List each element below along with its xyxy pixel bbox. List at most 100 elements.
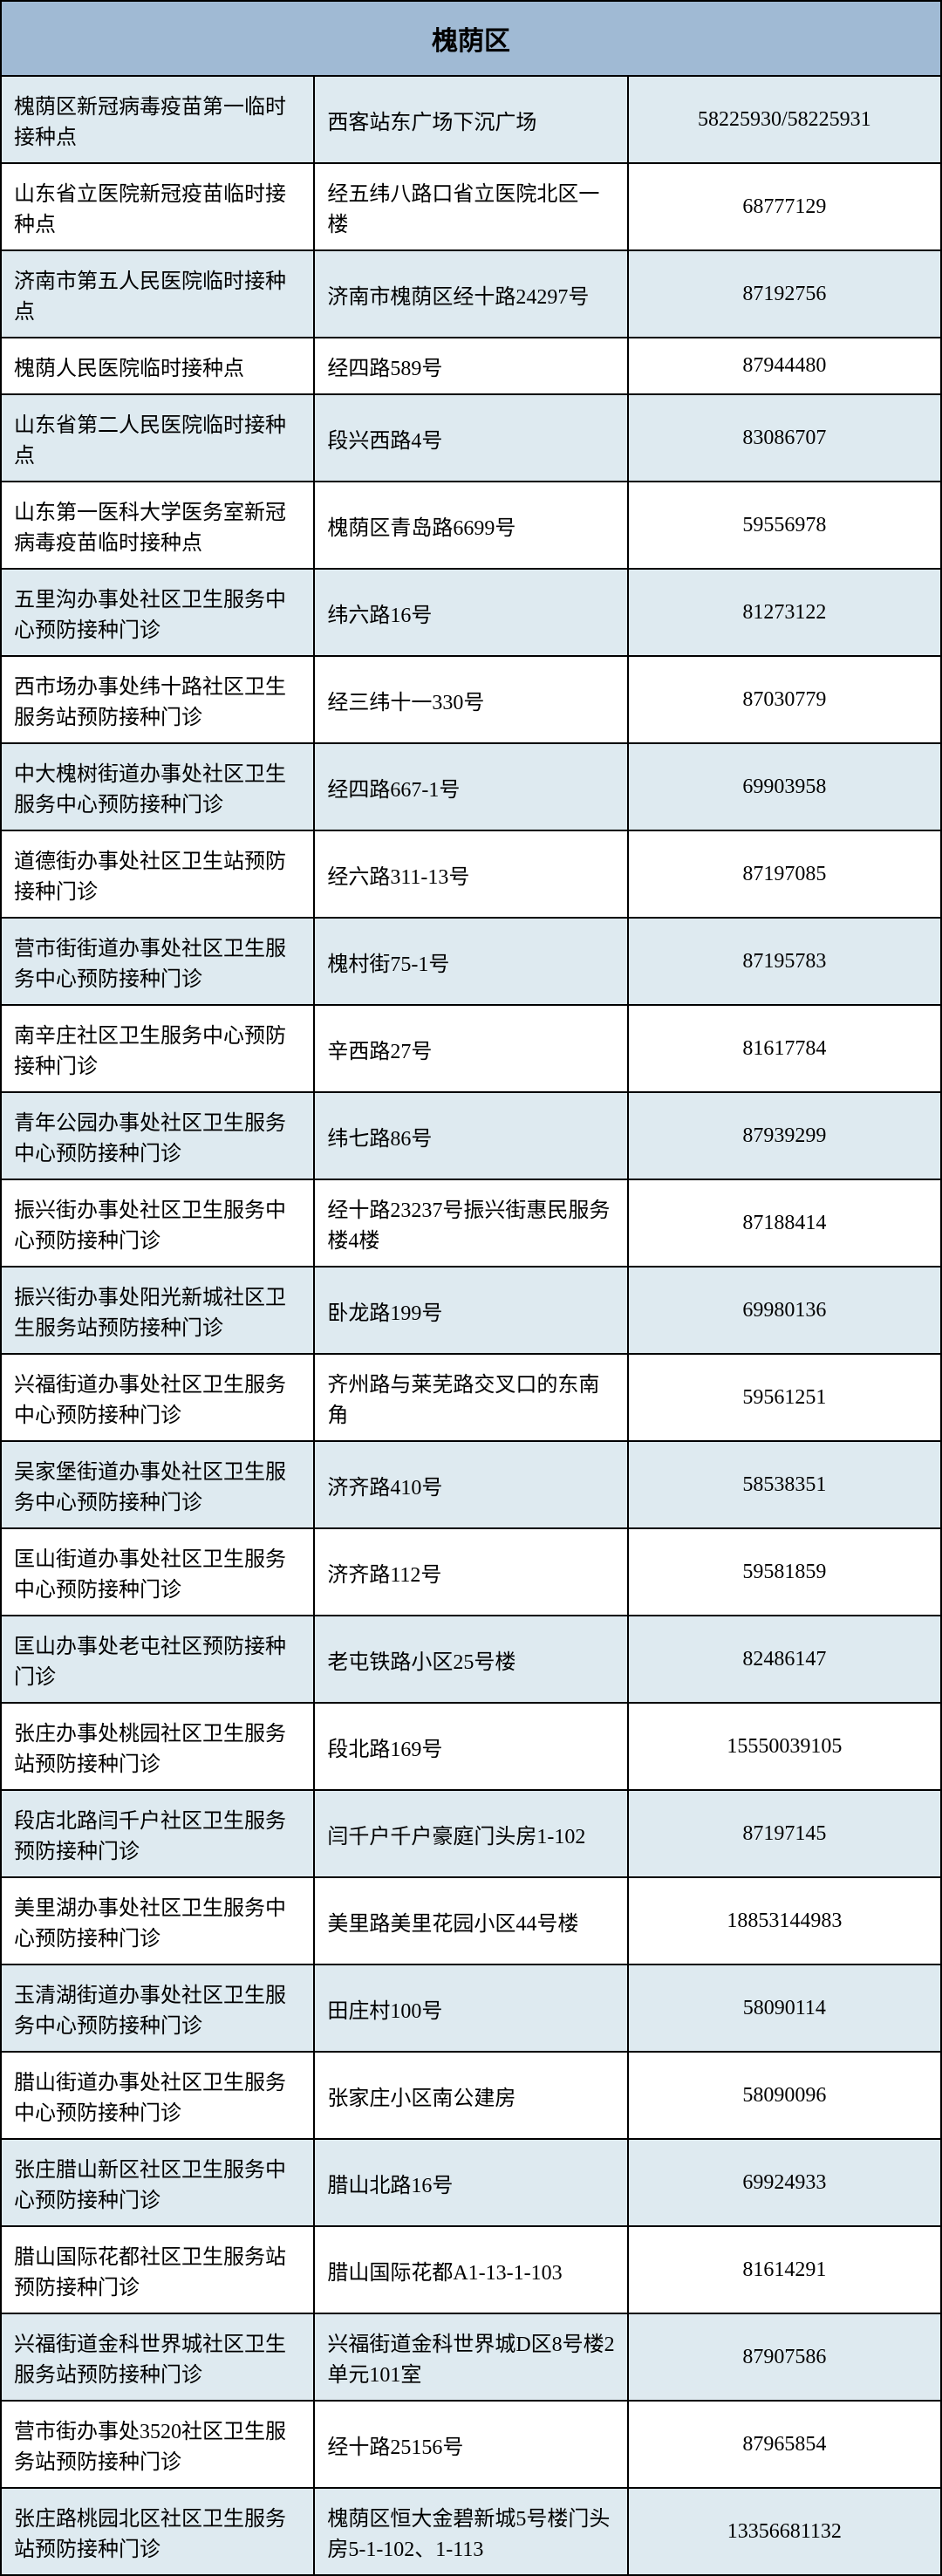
cell-name: 营市街街道办事处社区卫生服务中心预防接种门诊: [1, 918, 314, 1005]
table-row: 美里湖办事处社区卫生服务中心预防接种门诊美里路美里花园小区44号楼1885314…: [1, 1877, 941, 1964]
cell-address: 经四路667-1号: [314, 743, 627, 830]
cell-address: 济南市槐荫区经十路24297号: [314, 250, 627, 338]
table-row: 兴福街道办事处社区卫生服务中心预防接种门诊齐州路与莱芜路交叉口的东南角59561…: [1, 1354, 941, 1441]
cell-name: 匡山办事处老屯社区预防接种门诊: [1, 1616, 314, 1703]
table-row: 张庄办事处桃园社区卫生服务站预防接种门诊段北路169号15550039105: [1, 1703, 941, 1790]
table-row: 吴家堡街道办事处社区卫生服务中心预防接种门诊济齐路410号58538351: [1, 1441, 941, 1528]
cell-phone: 87939299: [628, 1092, 941, 1179]
table-row: 槐荫区新冠病毒疫苗第一临时接种点西客站东广场下沉广场58225930/58225…: [1, 76, 941, 163]
cell-address: 老屯铁路小区25号楼: [314, 1616, 627, 1703]
table-row: 营市街办事处3520社区卫生服务站预防接种门诊经十路25156号87965854: [1, 2401, 941, 2488]
cell-address: 经十路25156号: [314, 2401, 627, 2488]
cell-phone: 58090096: [628, 2052, 941, 2139]
cell-name: 张庄路桃园北区社区卫生服务站预防接种门诊: [1, 2488, 314, 2575]
cell-address: 槐荫区青岛路6699号: [314, 482, 627, 569]
cell-phone: 18853144983: [628, 1877, 941, 1964]
cell-phone: 87197145: [628, 1790, 941, 1877]
table-row: 玉清湖街道办事处社区卫生服务中心预防接种门诊田庄村100号58090114: [1, 1964, 941, 2052]
table-row: 济南市第五人民医院临时接种点济南市槐荫区经十路24297号87192756: [1, 250, 941, 338]
table-row: 振兴街办事处阳光新城社区卫生服务站预防接种门诊卧龙路199号69980136: [1, 1267, 941, 1354]
cell-address: 经十路23237号振兴街惠民服务楼4楼: [314, 1179, 627, 1267]
cell-address: 辛西路27号: [314, 1005, 627, 1092]
vaccination-sites-table: 槐荫区 槐荫区新冠病毒疫苗第一临时接种点西客站东广场下沉广场58225930/5…: [0, 0, 942, 2576]
cell-address: 腊山北路16号: [314, 2139, 627, 2226]
cell-name: 西市场办事处纬十路社区卫生服务站预防接种门诊: [1, 656, 314, 743]
cell-address: 济齐路112号: [314, 1528, 627, 1616]
table-row: 腊山街道办事处社区卫生服务中心预防接种门诊张家庄小区南公建房58090096: [1, 2052, 941, 2139]
cell-address: 张家庄小区南公建房: [314, 2052, 627, 2139]
table-row: 中大槐树街道办事处社区卫生服务中心预防接种门诊经四路667-1号69903958: [1, 743, 941, 830]
cell-name: 振兴街办事处社区卫生服务中心预防接种门诊: [1, 1179, 314, 1267]
cell-phone: 87907586: [628, 2313, 941, 2401]
cell-name: 兴福街道金科世界城社区卫生服务站预防接种门诊: [1, 2313, 314, 2401]
table-row: 青年公园办事处社区卫生服务中心预防接种门诊纬七路86号87939299: [1, 1092, 941, 1179]
table-row: 兴福街道金科世界城社区卫生服务站预防接种门诊兴福街道金科世界城D区8号楼2单元1…: [1, 2313, 941, 2401]
table-row: 槐荫人民医院临时接种点经四路589号87944480: [1, 338, 941, 394]
cell-address: 槐村街75-1号: [314, 918, 627, 1005]
cell-phone: 87192756: [628, 250, 941, 338]
cell-address: 段兴西路4号: [314, 394, 627, 482]
cell-name: 营市街办事处3520社区卫生服务站预防接种门诊: [1, 2401, 314, 2488]
cell-name: 兴福街道办事处社区卫生服务中心预防接种门诊: [1, 1354, 314, 1441]
cell-name: 腊山国际花都社区卫生服务站预防接种门诊: [1, 2226, 314, 2313]
cell-phone: 81273122: [628, 569, 941, 656]
cell-name: 玉清湖街道办事处社区卫生服务中心预防接种门诊: [1, 1964, 314, 2052]
cell-phone: 87197085: [628, 830, 941, 918]
table-row: 段店北路闫千户社区卫生服务预防接种门诊闫千户千户豪庭门头房1-102871971…: [1, 1790, 941, 1877]
cell-phone: 13356681132: [628, 2488, 941, 2575]
cell-address: 经六路311-13号: [314, 830, 627, 918]
cell-phone: 58538351: [628, 1441, 941, 1528]
cell-name: 振兴街办事处阳光新城社区卫生服务站预防接种门诊: [1, 1267, 314, 1354]
table-row: 张庄路桃园北区社区卫生服务站预防接种门诊槐荫区恒大金碧新城5号楼门头房5-1-1…: [1, 2488, 941, 2575]
cell-phone: 81614291: [628, 2226, 941, 2313]
cell-name: 山东第一医科大学医务室新冠病毒疫苗临时接种点: [1, 482, 314, 569]
table-row: 道德街办事处社区卫生站预防接种门诊经六路311-13号87197085: [1, 830, 941, 918]
cell-address: 纬六路16号: [314, 569, 627, 656]
cell-phone: 69924933: [628, 2139, 941, 2226]
cell-phone: 87030779: [628, 656, 941, 743]
cell-address: 经四路589号: [314, 338, 627, 394]
cell-phone: 59581859: [628, 1528, 941, 1616]
cell-name: 南辛庄社区卫生服务中心预防接种门诊: [1, 1005, 314, 1092]
cell-name: 段店北路闫千户社区卫生服务预防接种门诊: [1, 1790, 314, 1877]
cell-address: 腊山国际花都A1-13-1-103: [314, 2226, 627, 2313]
cell-phone: 58225930/58225931: [628, 76, 941, 163]
cell-name: 张庄办事处桃园社区卫生服务站预防接种门诊: [1, 1703, 314, 1790]
cell-phone: 87195783: [628, 918, 941, 1005]
cell-address: 兴福街道金科世界城D区8号楼2单元101室: [314, 2313, 627, 2401]
cell-address: 纬七路86号: [314, 1092, 627, 1179]
cell-phone: 83086707: [628, 394, 941, 482]
table-row: 张庄腊山新区社区卫生服务中心预防接种门诊腊山北路16号69924933: [1, 2139, 941, 2226]
cell-address: 西客站东广场下沉广场: [314, 76, 627, 163]
cell-phone: 82486147: [628, 1616, 941, 1703]
cell-phone: 15550039105: [628, 1703, 941, 1790]
table-row: 营市街街道办事处社区卫生服务中心预防接种门诊槐村街75-1号87195783: [1, 918, 941, 1005]
cell-phone: 87944480: [628, 338, 941, 394]
cell-address: 齐州路与莱芜路交叉口的东南角: [314, 1354, 627, 1441]
cell-phone: 81617784: [628, 1005, 941, 1092]
cell-phone: 69980136: [628, 1267, 941, 1354]
table-row: 五里沟办事处社区卫生服务中心预防接种门诊纬六路16号81273122: [1, 569, 941, 656]
table-header-row: 槐荫区: [1, 1, 941, 76]
cell-name: 道德街办事处社区卫生站预防接种门诊: [1, 830, 314, 918]
cell-name: 槐荫人民医院临时接种点: [1, 338, 314, 394]
cell-name: 济南市第五人民医院临时接种点: [1, 250, 314, 338]
cell-address: 段北路169号: [314, 1703, 627, 1790]
cell-phone: 68777129: [628, 163, 941, 250]
table-row: 振兴街办事处社区卫生服务中心预防接种门诊经十路23237号振兴街惠民服务楼4楼8…: [1, 1179, 941, 1267]
cell-address: 槐荫区恒大金碧新城5号楼门头房5-1-102、1-113: [314, 2488, 627, 2575]
cell-name: 腊山街道办事处社区卫生服务中心预防接种门诊: [1, 2052, 314, 2139]
cell-phone: 69903958: [628, 743, 941, 830]
cell-address: 济齐路410号: [314, 1441, 627, 1528]
table-row: 匡山街道办事处社区卫生服务中心预防接种门诊济齐路112号59581859: [1, 1528, 941, 1616]
cell-phone: 58090114: [628, 1964, 941, 2052]
cell-address: 田庄村100号: [314, 1964, 627, 2052]
cell-phone: 59556978: [628, 482, 941, 569]
cell-address: 美里路美里花园小区44号楼: [314, 1877, 627, 1964]
table-header: 槐荫区: [1, 1, 941, 76]
table-row: 匡山办事处老屯社区预防接种门诊老屯铁路小区25号楼82486147: [1, 1616, 941, 1703]
table-row: 山东省立医院新冠疫苗临时接种点经五纬八路口省立医院北区一楼68777129: [1, 163, 941, 250]
cell-name: 匡山街道办事处社区卫生服务中心预防接种门诊: [1, 1528, 314, 1616]
table-row: 西市场办事处纬十路社区卫生服务站预防接种门诊经三纬十一330号87030779: [1, 656, 941, 743]
table-container: 槐荫区 槐荫区新冠病毒疫苗第一临时接种点西客站东广场下沉广场58225930/5…: [0, 0, 942, 2576]
